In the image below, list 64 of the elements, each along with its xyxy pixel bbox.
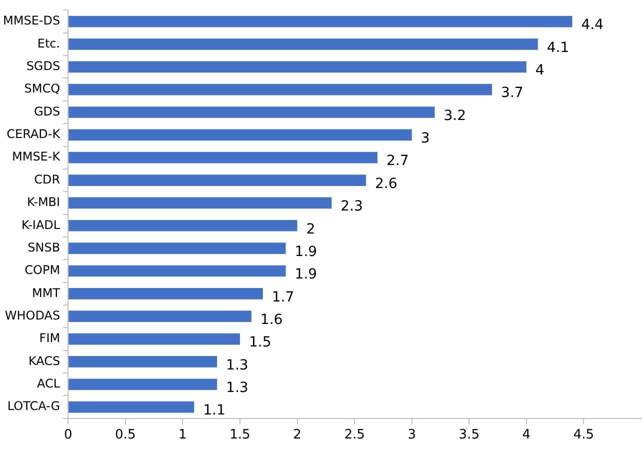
data-label: 1.6 [260,312,283,328]
bar [68,401,194,413]
y-tick-label: COPM [24,263,60,278]
data-label: 2.3 [340,198,363,215]
y-tick-label: Etc. [37,36,60,50]
bar [68,197,332,209]
bar [68,310,252,322]
y-tick-label: WHODAS [4,308,60,322]
y-tick-label: ACL [37,376,60,391]
bar [68,106,435,118]
bar [68,174,366,186]
data-label: 1.9 [294,266,318,283]
data-label: 4.4 [581,17,604,34]
y-tick-label: FIM [39,331,60,346]
x-tick-label: 3 [408,428,416,443]
y-tick-label: SNSB [28,240,60,254]
data-label: 3.2 [444,108,466,124]
data-label: 1.3 [226,380,248,396]
data-label: 2 [306,221,316,238]
x-tick-label: 1.5 [230,428,250,443]
data-label: 1.9 [294,244,318,260]
y-tick-label: CERAD-K [6,127,62,142]
y-tick-label: MMT [32,286,61,300]
x-tick-label: 3.5 [458,428,480,443]
x-tick-label: 2 [293,428,302,443]
data-label: 1.1 [203,402,226,419]
y-tick-label: LOTCA-G [7,399,60,414]
data-label: 4 [535,62,544,79]
bar [68,265,286,277]
bar [68,220,298,232]
data-label: 3 [420,130,430,147]
x-tick-label: 1 [178,428,187,443]
y-tick-label: SMCQ [24,82,60,96]
bar [68,16,572,28]
bar [68,356,218,368]
data-label: 2.7 [386,153,409,170]
y-tick-label: MMSE-DS [3,14,60,28]
y-tick-label: SGDS [26,59,60,74]
bar [68,333,240,345]
y-tick-label: K-MBI [27,195,60,210]
x-tick-label: 4.5 [573,428,594,443]
data-label: 1.5 [248,334,272,351]
x-tick-label: 0.5 [115,428,136,443]
y-tick-label: GDS [34,104,60,118]
data-label: 4.1 [546,40,570,56]
bar [68,61,526,73]
bar [68,288,263,300]
y-tick-label: K-IADL [21,218,60,232]
bar [68,152,378,164]
data-label: 3.7 [501,85,524,102]
bar [68,129,412,141]
data-label: 1.3 [226,357,248,374]
y-tick-label: KACS [28,354,60,368]
bar [68,38,538,50]
bar [68,378,218,390]
y-tick-label: MMSE-K [12,150,62,164]
x-tick-label: 4 [522,428,531,443]
data-label: 2.6 [375,176,398,192]
data-label: 1.7 [272,289,294,306]
x-tick-label: 2.5 [344,428,365,443]
x-tick-label: 0 [64,428,72,443]
bar [68,84,492,96]
y-tick-label: CDR [34,172,60,186]
bar [68,242,286,254]
